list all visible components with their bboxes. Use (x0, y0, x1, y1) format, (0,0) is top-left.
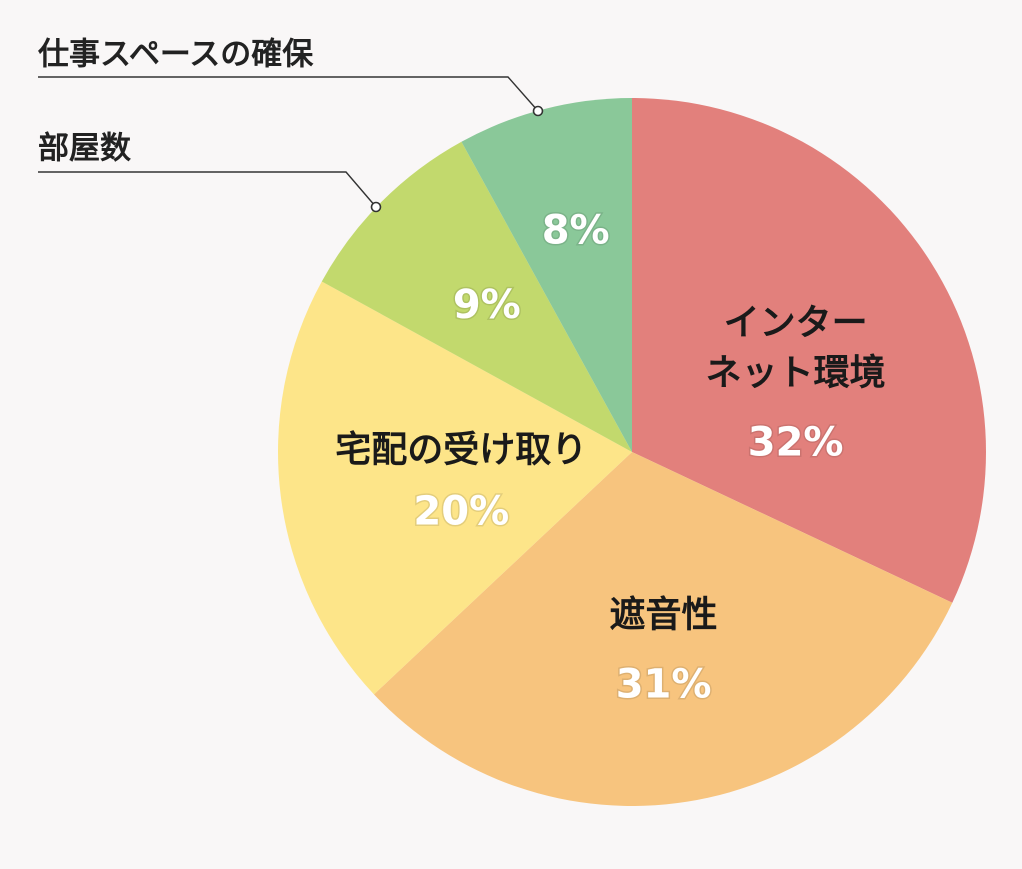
callout-leader-line-5 (38, 76, 539, 112)
callout-label-4: 部屋数 (38, 131, 131, 167)
slice-percent-1: 32% (748, 420, 844, 466)
pie-slice-1 (632, 98, 986, 603)
slice-label-1-line-2: ネット環境 (706, 353, 886, 394)
pie-slice-5 (461, 98, 632, 452)
slice-percent-5: 8% (542, 208, 610, 254)
slice-label-3-line-1: 宅配の受け取り (335, 429, 587, 471)
pie-callouts: 部屋数 仕事スペースの確保 (38, 37, 544, 213)
slice-label-1-line-1: インター (724, 303, 868, 344)
callout-label-5: 仕事スペースの確保 (38, 37, 314, 73)
slice-percent-4: 9% (453, 282, 521, 328)
pie-slice-3 (277, 281, 632, 695)
pie-slices (277, 98, 986, 806)
pie-slice-4 (321, 141, 632, 453)
slice-percent-2: 31% (616, 661, 712, 707)
slice-label-2-line-1: 遮音性 (610, 594, 718, 635)
callout-dot-5 (532, 105, 544, 117)
slice-percent-3: 20% (413, 489, 509, 535)
pie-slice-2 (373, 452, 953, 806)
callout-dot-4 (370, 201, 382, 213)
callout-leader-line-4 (38, 171, 377, 208)
